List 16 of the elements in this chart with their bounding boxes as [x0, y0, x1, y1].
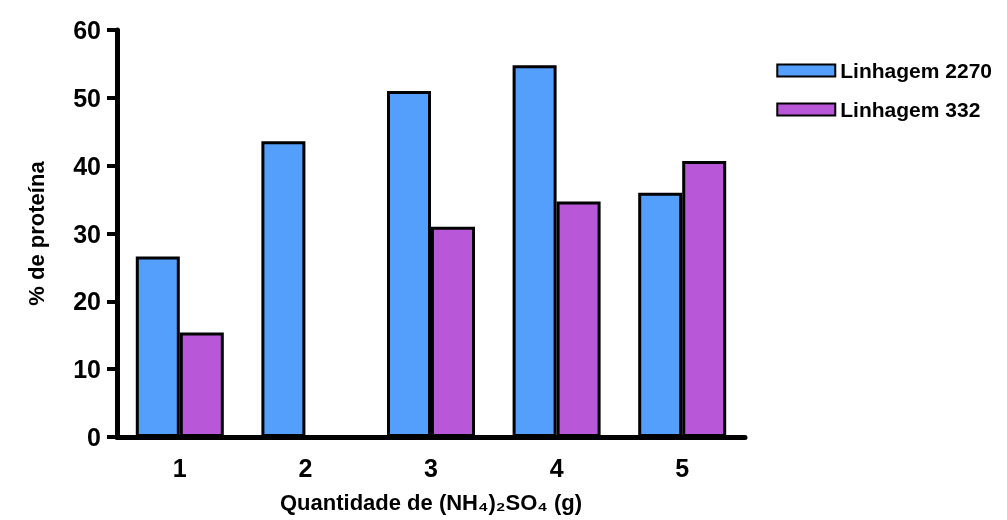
y-tick-label: 10	[73, 355, 101, 384]
y-tick-label: 30	[73, 219, 101, 248]
y-tick-label: 0	[87, 423, 101, 451]
legend-label: Linhagem 332	[840, 98, 981, 121]
x-tick-label: 5	[675, 453, 690, 482]
y-tick-label: 20	[73, 287, 101, 316]
x-tick-label: 1	[172, 453, 187, 482]
y-tick-label: 50	[73, 83, 101, 112]
y-tick-label: 60	[73, 16, 101, 44]
legend-label: Linhagem 2270	[840, 59, 993, 82]
x-tick-label: 4	[549, 453, 564, 482]
x-axis-title: Quantidade de (NH₄)₂SO₄ (g)	[279, 489, 583, 515]
y-tick-label: 40	[73, 151, 101, 180]
x-tick-label: 3	[424, 453, 438, 482]
y-axis-title: % de proteína	[23, 160, 49, 306]
x-tick-label: 2	[298, 453, 313, 482]
